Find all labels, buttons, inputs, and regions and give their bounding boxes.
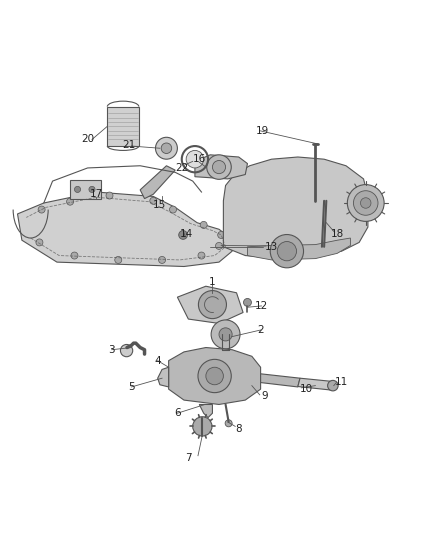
Bar <box>70 180 101 199</box>
Circle shape <box>179 231 187 239</box>
Text: 19: 19 <box>256 126 269 136</box>
Circle shape <box>215 243 223 249</box>
Circle shape <box>347 184 384 221</box>
Text: 4: 4 <box>154 356 161 366</box>
Text: 21: 21 <box>123 140 136 150</box>
Circle shape <box>211 320 240 349</box>
Text: 17: 17 <box>90 189 103 199</box>
Circle shape <box>206 367 223 385</box>
Circle shape <box>89 187 95 192</box>
Text: 16: 16 <box>193 154 206 164</box>
Text: 13: 13 <box>265 242 278 252</box>
Text: 5: 5 <box>128 382 135 392</box>
Polygon shape <box>261 374 300 387</box>
Circle shape <box>244 298 251 306</box>
Circle shape <box>36 239 43 246</box>
Circle shape <box>219 328 232 341</box>
Bar <box>107 107 139 146</box>
Text: 8: 8 <box>235 424 242 433</box>
Circle shape <box>115 256 122 263</box>
Circle shape <box>277 241 297 261</box>
Circle shape <box>225 420 232 427</box>
Circle shape <box>71 252 78 259</box>
Polygon shape <box>199 405 212 418</box>
Circle shape <box>360 198 371 208</box>
Circle shape <box>159 256 166 263</box>
Text: 12: 12 <box>255 301 268 311</box>
Circle shape <box>170 206 177 213</box>
Polygon shape <box>158 367 169 387</box>
Circle shape <box>198 359 231 393</box>
Text: 20: 20 <box>81 134 94 144</box>
Circle shape <box>198 290 226 319</box>
Circle shape <box>328 381 338 391</box>
Circle shape <box>74 187 81 192</box>
Circle shape <box>67 198 74 205</box>
Circle shape <box>270 235 304 268</box>
Text: 9: 9 <box>261 391 268 401</box>
Text: 10: 10 <box>300 384 313 394</box>
Polygon shape <box>298 378 332 390</box>
Polygon shape <box>177 286 243 324</box>
Text: 1: 1 <box>209 277 216 287</box>
Polygon shape <box>140 166 175 199</box>
Circle shape <box>353 191 378 215</box>
Polygon shape <box>223 157 368 258</box>
Circle shape <box>186 150 204 168</box>
Text: 3: 3 <box>108 345 115 355</box>
Text: 22: 22 <box>175 163 188 173</box>
Text: 11: 11 <box>335 377 348 387</box>
Circle shape <box>161 143 172 154</box>
Circle shape <box>155 138 177 159</box>
Circle shape <box>38 206 45 213</box>
Circle shape <box>207 155 231 179</box>
Polygon shape <box>195 155 247 179</box>
Circle shape <box>200 221 207 229</box>
Polygon shape <box>247 238 350 260</box>
Text: 15: 15 <box>153 200 166 210</box>
Text: 6: 6 <box>174 408 181 418</box>
Text: 7: 7 <box>185 453 192 463</box>
Circle shape <box>212 160 226 174</box>
Circle shape <box>106 192 113 199</box>
Circle shape <box>193 417 212 436</box>
Text: 18: 18 <box>331 229 344 239</box>
Text: 2: 2 <box>257 325 264 335</box>
Text: 14: 14 <box>180 229 193 239</box>
Circle shape <box>150 197 157 204</box>
Circle shape <box>218 231 225 238</box>
Polygon shape <box>18 192 232 266</box>
Polygon shape <box>169 348 261 405</box>
Circle shape <box>120 344 133 357</box>
Circle shape <box>198 252 205 259</box>
